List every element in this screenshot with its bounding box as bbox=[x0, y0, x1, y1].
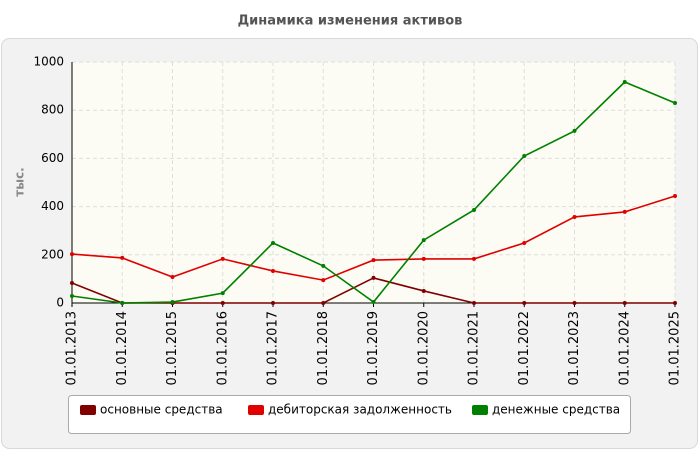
point bbox=[673, 193, 677, 198]
point bbox=[522, 301, 527, 305]
point bbox=[622, 80, 627, 85]
point bbox=[170, 274, 175, 279]
point bbox=[472, 256, 476, 261]
point bbox=[271, 268, 275, 273]
point bbox=[421, 256, 426, 261]
point bbox=[70, 294, 74, 299]
y-tick-label: 600 bbox=[41, 151, 64, 165]
point bbox=[673, 100, 677, 105]
point bbox=[220, 256, 225, 261]
legend-box bbox=[68, 395, 631, 434]
y-tick-label: 200 bbox=[41, 247, 64, 261]
x-tick-label: 01.01.2023 bbox=[567, 311, 582, 385]
x-tick-label: 01.01.2025 bbox=[668, 311, 683, 385]
point bbox=[371, 258, 376, 263]
y-axis-label: тыс. bbox=[13, 167, 27, 196]
point bbox=[120, 255, 125, 260]
point bbox=[371, 275, 376, 280]
y-tick-label: 400 bbox=[41, 199, 64, 213]
point bbox=[572, 214, 577, 219]
point bbox=[472, 207, 476, 212]
point bbox=[472, 301, 476, 305]
x-tick-label: 01.01.2014 bbox=[115, 311, 130, 385]
point bbox=[220, 301, 225, 305]
y-tick-label: 800 bbox=[41, 103, 64, 117]
point bbox=[421, 288, 426, 293]
point bbox=[321, 278, 326, 283]
y-tick-label: 0 bbox=[56, 296, 64, 310]
point bbox=[120, 301, 125, 305]
point bbox=[572, 301, 577, 305]
legend-label: денежные средства bbox=[492, 403, 620, 417]
point bbox=[371, 300, 376, 305]
x-tick-label: 01.01.2022 bbox=[517, 311, 532, 385]
point bbox=[220, 291, 225, 296]
point bbox=[271, 301, 275, 305]
x-tick-label: 01.01.2020 bbox=[416, 311, 431, 385]
x-tick-label: 01.01.2019 bbox=[366, 311, 381, 385]
x-tick-label: 01.01.2013 bbox=[65, 311, 80, 385]
point bbox=[522, 153, 527, 158]
point bbox=[70, 252, 74, 257]
legend-label: дебиторская задолженность bbox=[268, 403, 452, 417]
point bbox=[673, 301, 677, 305]
point bbox=[522, 240, 527, 245]
legend-swatch bbox=[248, 405, 264, 415]
x-tick-label: 01.01.2018 bbox=[316, 311, 331, 385]
x-tick-label: 01.01.2015 bbox=[165, 311, 180, 385]
point bbox=[70, 280, 74, 285]
point bbox=[321, 263, 326, 268]
x-tick-label: 01.01.2016 bbox=[215, 311, 230, 385]
chart-title: Динамика изменения активов bbox=[238, 14, 463, 29]
point bbox=[421, 238, 426, 243]
point bbox=[321, 301, 326, 305]
y-tick-label: 1000 bbox=[33, 55, 64, 69]
point bbox=[622, 301, 627, 305]
x-tick-label: 01.01.2021 bbox=[467, 311, 482, 385]
point bbox=[170, 300, 175, 305]
legend-swatch bbox=[472, 405, 488, 415]
x-tick-label: 01.01.2024 bbox=[617, 311, 632, 385]
x-tick-label: 01.01.2017 bbox=[266, 311, 281, 385]
legend-label: основные средства bbox=[100, 403, 223, 417]
point bbox=[622, 209, 627, 214]
point bbox=[572, 128, 577, 133]
point bbox=[271, 240, 275, 245]
legend-swatch bbox=[80, 405, 96, 415]
